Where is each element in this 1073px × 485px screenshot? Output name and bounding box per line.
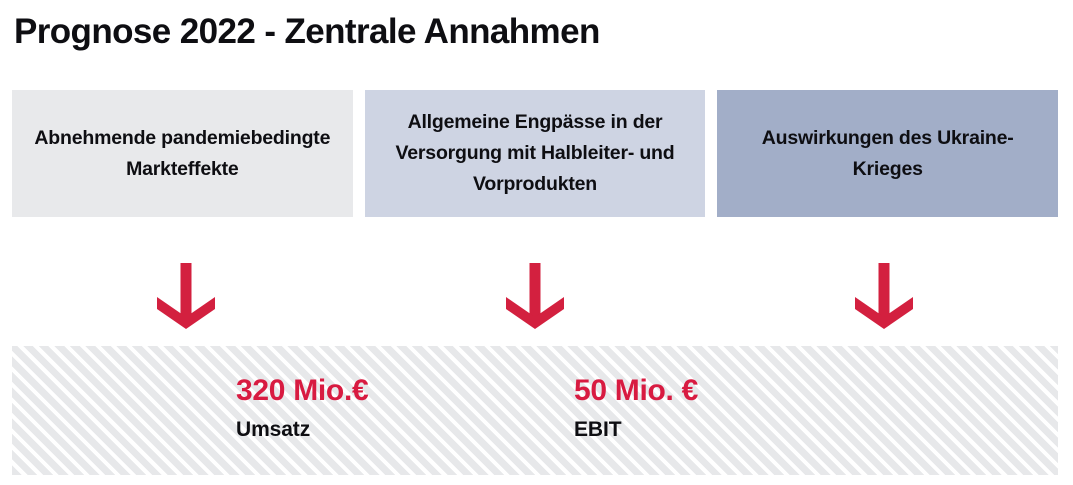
- arrow-cell-3: [709, 263, 1058, 331]
- arrow-row: [12, 263, 1058, 331]
- result-value: 320 Mio.€: [236, 374, 369, 407]
- result-value: 50 Mio. €: [574, 374, 699, 407]
- result-label: Umsatz: [236, 418, 311, 441]
- arrow-down-icon: [854, 263, 913, 329]
- arrow-cell-2: [361, 263, 710, 331]
- arrow-down-icon: [157, 263, 216, 329]
- assumption-boxes-row: Abnehmende pandemiebedingte Markteffekte…: [12, 90, 1059, 217]
- result-label: EBIT: [574, 418, 622, 441]
- assumption-box-pandemic-effects: Abnehmende pandemiebedingte Markteffekte: [12, 90, 353, 217]
- results-bar: 320 Mio.€ Umsatz 50 Mio. € EBIT: [12, 346, 1058, 475]
- result-item-umsatz: 320 Mio.€ Umsatz: [236, 372, 369, 443]
- arrow-down-icon: [506, 263, 564, 329]
- arrow-cell-1: [12, 263, 361, 331]
- page-title: Prognose 2022 - Zentrale Annahmen: [14, 12, 600, 51]
- assumption-box-ukraine-war: Auswirkungen des Ukraine-Krieges: [717, 90, 1059, 217]
- assumption-box-label: Allgemeine Engpässe in der Versorgung mi…: [395, 111, 675, 195]
- result-item-ebit: 50 Mio. € EBIT: [574, 372, 698, 443]
- assumption-box-supply-bottlenecks: Allgemeine Engpässe in der Versorgung mi…: [364, 90, 706, 217]
- assumption-box-label: Auswirkungen des Ukraine-Krieges: [761, 126, 1014, 180]
- assumption-box-label: Abnehmende pandemiebedingte Markteffekte: [34, 126, 331, 180]
